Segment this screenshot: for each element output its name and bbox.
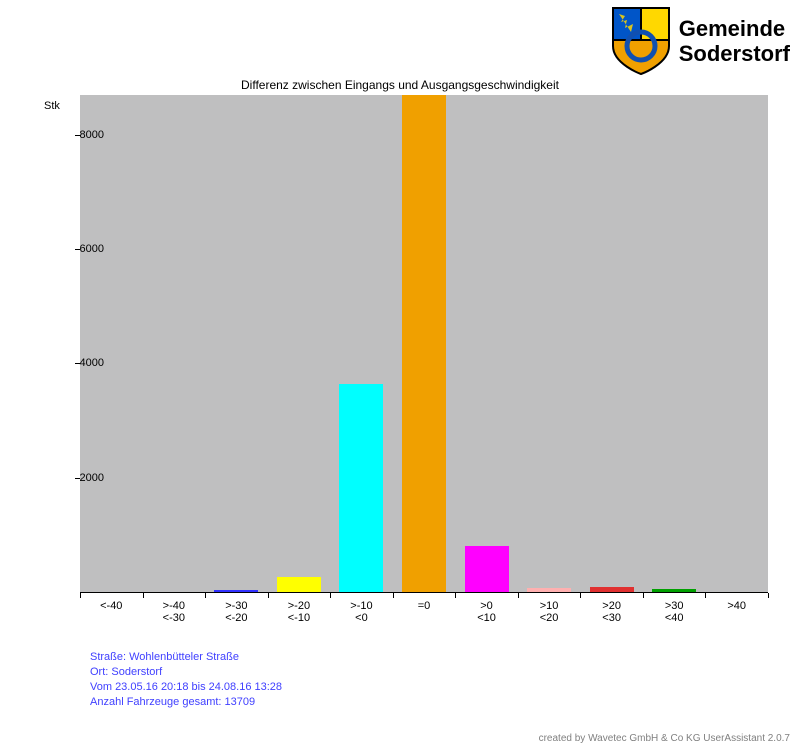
y-tick [75,363,80,364]
x-tick [518,593,519,598]
y-tick [75,135,80,136]
meta-street: Straße: Wohlenbütteler Straße [90,650,282,665]
y-tick-label: 6000 [80,243,104,255]
bar [214,590,258,592]
meta-range: Vom 23.05.16 20:18 bis 24.08.16 13:28 [90,680,282,695]
x-tick [705,593,706,598]
x-tick [330,593,331,598]
bar [527,588,571,592]
org-line1: Gemeinde [679,16,790,41]
bar [465,546,509,592]
coat-of-arms-icon [611,6,671,76]
x-tick-label: =0 [418,600,431,612]
x-tick-label: >10 <20 [540,600,559,624]
x-tick [205,593,206,598]
x-tick-label: >30 <40 [665,600,684,624]
y-tick [75,249,80,250]
x-tick [643,593,644,598]
y-tick-label: 2000 [80,472,104,484]
meta-count: Anzahl Fahrzeuge gesamt: 13709 [90,695,282,710]
bar [402,95,446,592]
x-tick [580,593,581,598]
org-line2: Soderstorf [679,41,790,66]
bar [590,587,634,592]
header-logo: Gemeinde Soderstorf [611,6,790,76]
x-tick-label: >-20 <-10 [288,600,310,624]
y-tick [75,478,80,479]
x-tick [80,593,81,598]
x-tick-label: >-10 <0 [350,600,372,624]
bar [652,589,696,592]
y-tick-label: 4000 [80,357,104,369]
x-tick [143,593,144,598]
chart-title: Differenz zwischen Eingangs und Ausgangs… [0,78,800,92]
x-tick-label: >20 <30 [602,600,621,624]
org-name: Gemeinde Soderstorf [679,16,790,67]
x-tick [393,593,394,598]
meta-place: Ort: Soderstorf [90,665,282,680]
y-tick-label: 8000 [80,129,104,141]
x-tick-label: >-40 <-30 [163,600,185,624]
x-tick-label: >0 <10 [477,600,496,624]
x-tick-label: >40 [727,600,746,612]
x-tick [768,593,769,598]
x-tick [455,593,456,598]
x-tick [268,593,269,598]
footer-credit: created by Wavetec GmbH & Co KG UserAssi… [539,733,790,744]
x-tick-label: >-30 <-20 [225,600,247,624]
bar [339,384,383,593]
chart-plot-area [80,95,768,593]
bar [277,577,321,592]
x-tick-label: <-40 [100,600,122,612]
page-root: Gemeinde Soderstorf Differenz zwischen E… [0,0,800,750]
y-axis-unit: Stk [44,100,60,112]
meta-info: Straße: Wohlenbütteler Straße Ort: Soder… [90,650,282,709]
